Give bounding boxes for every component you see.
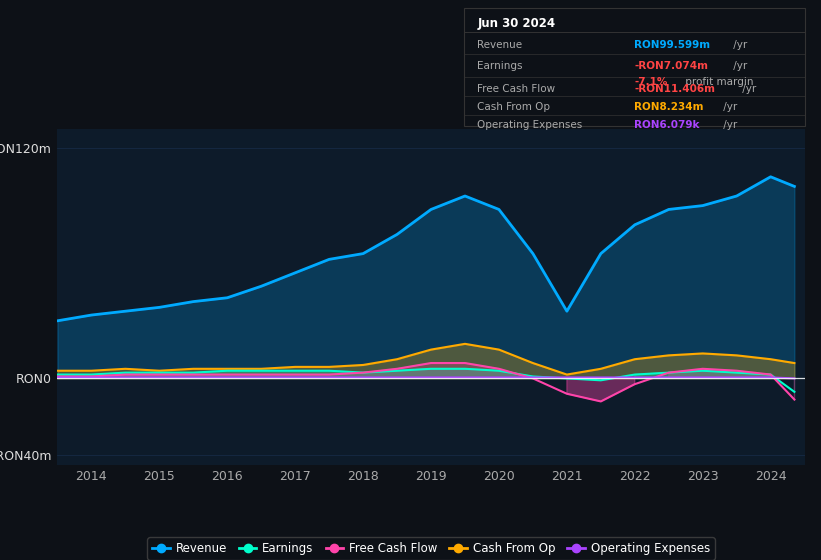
- Text: Free Cash Flow: Free Cash Flow: [478, 83, 556, 94]
- Text: RON99.599m: RON99.599m: [635, 40, 710, 50]
- Text: Earnings: Earnings: [478, 60, 523, 71]
- Text: -RON11.406m: -RON11.406m: [635, 83, 715, 94]
- Text: /yr: /yr: [720, 120, 737, 130]
- Text: /yr: /yr: [730, 60, 747, 71]
- Text: /yr: /yr: [720, 102, 737, 113]
- Text: RON8.234m: RON8.234m: [635, 102, 704, 113]
- Text: Jun 30 2024: Jun 30 2024: [478, 17, 556, 30]
- Text: Operating Expenses: Operating Expenses: [478, 120, 583, 130]
- Text: Cash From Op: Cash From Op: [478, 102, 551, 113]
- Text: Revenue: Revenue: [478, 40, 523, 50]
- Text: /yr: /yr: [730, 40, 747, 50]
- Text: profit margin: profit margin: [682, 77, 754, 87]
- Text: -RON7.074m: -RON7.074m: [635, 60, 709, 71]
- Text: /yr: /yr: [739, 83, 756, 94]
- Legend: Revenue, Earnings, Free Cash Flow, Cash From Op, Operating Expenses: Revenue, Earnings, Free Cash Flow, Cash …: [147, 537, 715, 559]
- Text: -7.1%: -7.1%: [635, 77, 667, 87]
- Text: RON6.079k: RON6.079k: [635, 120, 699, 130]
